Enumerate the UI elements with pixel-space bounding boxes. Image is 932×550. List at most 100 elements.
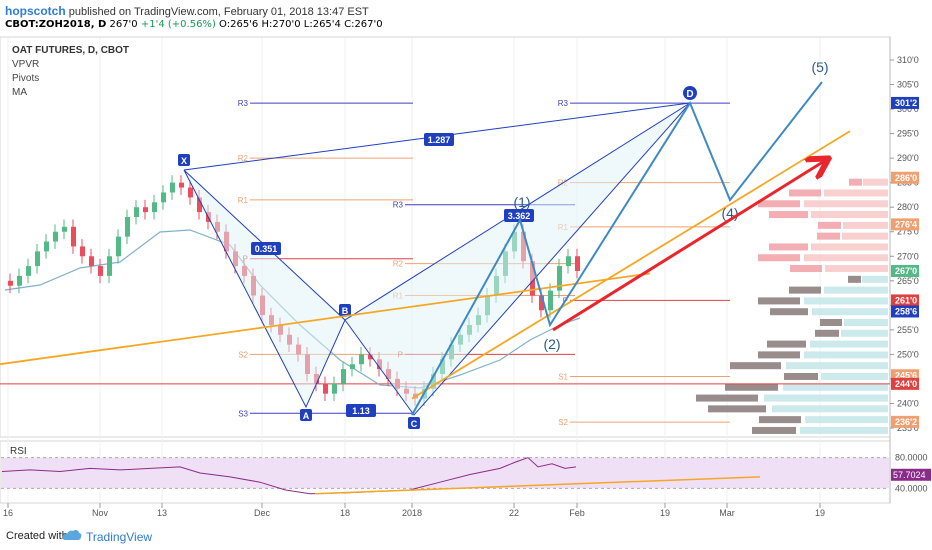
price-badge-label: 244'0 [895,379,917,389]
price-tick-label: 280'0 [897,202,919,212]
pattern-point-box [408,417,420,429]
volume-profile-bar [790,265,822,273]
elliott-wave-line [411,81,823,416]
pivot-label: R2 [393,260,404,269]
candle-body [152,202,157,213]
legend-item-pivots[interactable]: Pivots [12,73,40,84]
volume-profile-bar [817,232,840,240]
price-badge-label: 286'0 [895,173,917,183]
legend-item-ma[interactable]: MA [12,87,27,98]
volume-profile-bar [725,383,778,391]
time-tick-label: 13 [157,508,167,518]
high-value: H:270'0 [261,19,301,30]
pattern-point-box [300,409,312,421]
candle-body [8,280,13,286]
candle-body [161,192,166,203]
ratio-label: 1.287 [428,135,451,145]
ohlc-line: CBOT:ZOH2018, D 267'0 +1'4 (+0.56%) O:26… [5,19,383,30]
volume-profile-bar [764,394,888,402]
candle-body [17,275,22,286]
volume-profile-bar [821,372,888,380]
volume-profile-bar [783,383,888,391]
volume-profile-bar [769,211,808,219]
price-badge [891,171,919,184]
pivot-label: R3 [558,99,569,108]
price-badge [891,96,919,109]
price-tick-label: 265'0 [897,276,919,286]
candle-body [332,383,337,394]
tradingview-brand-link[interactable]: TradingView [86,530,153,544]
volume-profile-bar [789,286,821,294]
candle-body [125,217,130,237]
time-tick-label: 16 [3,508,13,518]
candle-body [80,246,85,257]
volume-profile-bar [758,254,800,262]
volume-profile-bar [825,265,888,273]
rsi-tick-label: 80.0000 [895,453,928,463]
volume-profile-bar [844,318,888,326]
close-value: C:267'0 [344,19,383,30]
volume-profile-bar [758,297,800,305]
low-value: L:265'4 [303,19,341,30]
pattern-point-label: B [342,306,349,316]
pivot-label: S2 [558,418,568,427]
price-tick-label: 255'0 [897,325,919,335]
price-tick-label: 270'0 [897,251,919,261]
volume-profile-bar [824,286,888,294]
pattern-point-label: D [686,89,693,100]
pivot-label: R2 [238,154,249,163]
price-tick-label: 310'0 [897,55,919,65]
candle-body [341,369,346,384]
rsi-label: RSI [10,446,27,457]
ratio-box [251,242,281,255]
volume-profile-bar [804,200,888,208]
price-change: +1'4 (+0.56%) [140,19,216,30]
volume-profile-bar [815,329,839,337]
ratio-label: 1.13 [352,406,370,416]
volume-profile-bar [767,340,806,348]
time-tick-label: Feb [569,508,585,518]
rsi-tick-label: 40.0000 [895,483,928,493]
candle-body [170,182,175,193]
price-badge [891,415,919,428]
price-tick-label: 290'0 [897,153,919,163]
candle-body [44,241,49,252]
volume-profile-bar [843,221,888,229]
volume-profile-bar [696,394,758,402]
volume-profile-bar [862,275,888,283]
price-badge-label: 276'4 [895,219,917,229]
wave-label: (5) [811,59,828,75]
candle-body [26,266,31,276]
pattern-point-box [683,86,697,100]
legend-item-vpvr[interactable]: VPVR [12,59,40,70]
candle-body [62,226,67,232]
price-tick-label: 295'0 [897,129,919,139]
volume-profile-bar [812,308,888,316]
volume-profile-bar [804,297,888,305]
ratio-label: 3.362 [508,211,531,221]
candle-body [548,290,553,311]
candle-body [179,182,184,188]
time-tick-label: 18 [340,508,350,518]
volume-profile-bar [708,405,766,413]
pattern-point-label: C [411,419,418,429]
candle-body [134,207,139,218]
candle-body [368,354,373,360]
candle-body [107,256,112,276]
volume-profile-bar [800,426,888,434]
header-bar: hopscotch published on TradingView.com, … [0,0,932,36]
price-tick-label: 250'0 [897,349,919,359]
time-tick-label: 2018 [402,508,422,518]
volume-profile-bar [849,178,862,186]
candle-body [71,226,76,247]
volume-profile-bar [786,362,888,370]
author-link[interactable]: hopscotch [5,4,66,18]
candle-body [98,266,103,276]
candle-body [575,256,580,271]
candle-body [188,187,193,198]
volume-profile-bar [804,351,888,359]
time-tick-label: 22 [509,508,519,518]
time-tick-label: Nov [92,508,109,518]
volume-profile-bar [758,351,800,359]
